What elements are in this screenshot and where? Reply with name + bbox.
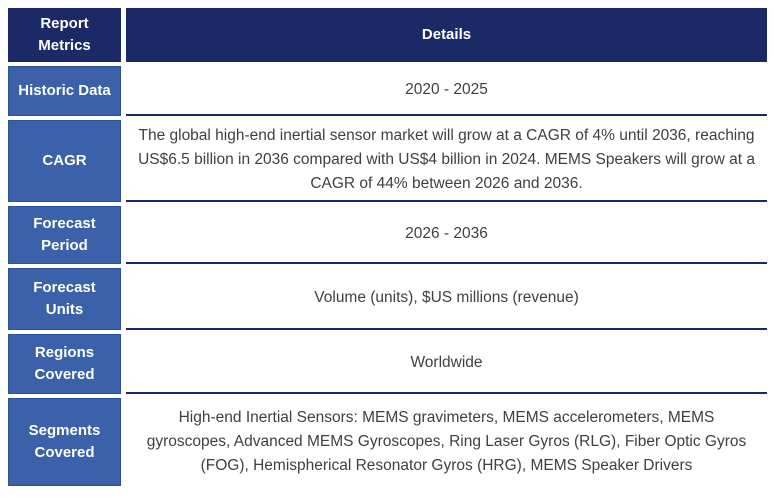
table-row-cagr: CAGR The global high-end inertial sensor… [8, 120, 767, 202]
metric-label-segments-covered: Segments Covered [8, 398, 121, 486]
table-row-regions-covered: Regions Covered Worldwide [8, 334, 767, 394]
table-row-forecast-period: Forecast Period 2026 - 2036 [8, 206, 767, 264]
header-details: Details [126, 8, 767, 62]
table-row-segments-covered: Segments Covered High-end Inertial Senso… [8, 398, 767, 486]
header-report-metrics: Report Metrics [8, 8, 121, 62]
table-row-forecast-units: Forecast Units Volume (units), $US milli… [8, 268, 767, 330]
metric-label-regions-covered: Regions Covered [8, 334, 121, 394]
details-cagr: The global high-end inertial sensor mark… [126, 120, 767, 202]
metric-label-forecast-units: Forecast Units [8, 268, 121, 330]
details-segments-covered: High-end Inertial Sensors: MEMS gravimet… [126, 398, 767, 486]
report-metrics-table: Report Metrics Details Historic Data 202… [8, 8, 767, 486]
metric-label-historic-data: Historic Data [8, 66, 121, 116]
details-historic-data: 2020 - 2025 [126, 66, 767, 116]
metric-label-cagr: CAGR [8, 120, 121, 202]
table-row-historic-data: Historic Data 2020 - 2025 [8, 66, 767, 116]
metric-label-forecast-period: Forecast Period [8, 206, 121, 264]
details-forecast-period: 2026 - 2036 [126, 206, 767, 264]
details-forecast-units: Volume (units), $US millions (revenue) [126, 268, 767, 330]
details-regions-covered: Worldwide [126, 334, 767, 394]
table-header-row: Report Metrics Details [8, 8, 767, 62]
